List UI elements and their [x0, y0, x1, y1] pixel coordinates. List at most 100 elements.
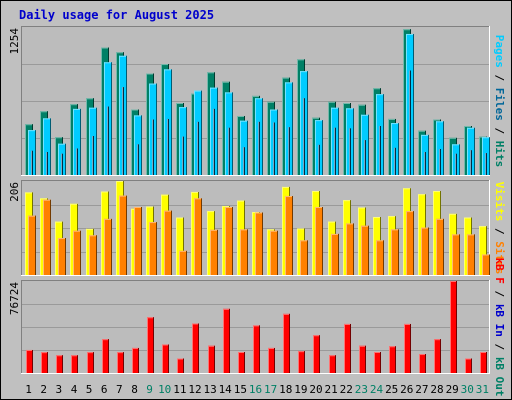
day-label: 15: [234, 383, 247, 396]
day-label: 30: [461, 383, 474, 396]
legend-item: Visits: [493, 182, 506, 222]
bar-files-day-3: [61, 153, 63, 175]
bar-files-day-5: [92, 136, 94, 175]
bar-sites-day-6: [104, 218, 112, 275]
bar-files-day-8: [137, 144, 139, 175]
bar-files-day-27: [424, 151, 426, 175]
bar-kbf-day-10: [162, 344, 169, 373]
day-label: 8: [131, 383, 138, 396]
panel-kb: 76724 kB F / kB In / kB Out: [8, 257, 506, 396]
legend-item: Files: [493, 88, 506, 121]
bar-kbf-day-9: [147, 317, 154, 373]
legend-item: kB Out: [493, 357, 506, 397]
panel-hits-legend: Pages / Files / Hits: [493, 35, 506, 168]
bar-sites-day-23: [361, 225, 369, 275]
legend-item: Pages: [493, 35, 506, 68]
bar-sites-day-31: [482, 254, 490, 275]
day-label: 26: [400, 383, 413, 396]
panel-visits-legend: Visits / Sites: [493, 182, 506, 275]
panel-hits-max-label: 1254: [8, 28, 21, 55]
day-label: 20: [309, 383, 322, 396]
bar-files-day-19: [303, 98, 305, 175]
bar-kbf-day-11: [177, 358, 184, 373]
bar-kbf-day-15: [238, 352, 245, 373]
bar-files-day-10: [167, 118, 169, 175]
panel-visits-max-label: 206: [8, 182, 21, 202]
bar-sites-day-19: [300, 240, 308, 275]
bar-files-day-26: [409, 70, 411, 175]
legend-item: /: [493, 284, 506, 304]
legend-item: /: [493, 68, 506, 88]
bar-sites-day-25: [391, 229, 399, 275]
day-label: 7: [116, 383, 123, 396]
bar-sites-day-20: [315, 207, 323, 275]
bar-kbf-day-16: [253, 325, 260, 373]
day-label: 23: [355, 383, 368, 396]
panel-hits-bars: [25, 29, 490, 176]
bar-pages-day-2: [43, 118, 51, 175]
legend-item: kB In: [493, 304, 506, 337]
legend-item: kB F: [493, 257, 506, 284]
bar-sites-day-12: [194, 198, 202, 275]
bar-kbf-day-19: [298, 351, 305, 373]
day-label: 29: [446, 383, 459, 396]
bar-sites-day-3: [58, 238, 66, 275]
day-label: 19: [294, 383, 307, 396]
panel-visits: 206 Visits / Sites: [8, 180, 506, 276]
bar-kbf-day-28: [434, 339, 441, 373]
bar-sites-day-10: [164, 210, 172, 275]
legend-item: Sites: [493, 241, 506, 274]
day-label: 27: [415, 383, 428, 396]
bar-sites-day-21: [331, 233, 339, 275]
bar-sites-day-1: [28, 215, 36, 275]
bar-files-day-1: [31, 150, 33, 175]
legend-item: Hits: [493, 141, 506, 168]
bar-sites-day-13: [210, 229, 218, 275]
bar-sites-day-11: [179, 250, 187, 275]
bar-files-day-14: [228, 127, 230, 175]
panel-hits: 1254 Pages / Files / Hits: [8, 26, 506, 176]
bar-kbf-day-24: [374, 352, 381, 373]
bar-sites-day-26: [406, 211, 414, 275]
bar-sites-day-30: [467, 234, 475, 275]
day-label: 22: [340, 383, 353, 396]
day-label: 25: [385, 383, 398, 396]
bar-files-day-31: [485, 153, 487, 175]
bar-files-day-15: [243, 147, 245, 175]
bar-files-day-18: [288, 127, 290, 175]
bar-sites-day-4: [73, 230, 81, 275]
bar-sites-day-8: [134, 207, 142, 275]
bar-kbf-day-25: [389, 346, 396, 373]
bar-sites-day-28: [436, 218, 444, 275]
bar-files-day-23: [364, 140, 366, 175]
bar-sites-day-22: [346, 223, 354, 275]
bar-files-day-2: [46, 151, 48, 175]
bar-files-day-17: [273, 122, 275, 175]
bar-kbf-day-18: [283, 313, 290, 373]
bar-sites-day-24: [376, 240, 384, 275]
bar-kbf-day-7: [117, 352, 124, 373]
bar-kbf-day-23: [359, 345, 366, 373]
day-label: 21: [324, 383, 337, 396]
panel-visits-bars: [25, 181, 490, 275]
bar-sites-day-27: [421, 227, 429, 275]
legend-item: /: [493, 121, 506, 141]
day-label: 5: [86, 383, 93, 396]
bar-files-day-11: [182, 136, 184, 175]
day-label: 12: [188, 383, 201, 396]
bar-files-day-4: [76, 148, 78, 175]
bar-sites-day-16: [255, 212, 263, 275]
bar-files-day-9: [152, 119, 154, 175]
bar-kbf-day-27: [419, 354, 426, 373]
legend-item: /: [493, 337, 506, 357]
day-label: 24: [370, 383, 384, 396]
day-label: 6: [101, 383, 108, 396]
bar-kbf-day-22: [344, 323, 351, 373]
bar-sites-day-14: [225, 207, 233, 275]
bar-files-day-28: [439, 149, 441, 175]
bar-pages-day-4: [73, 108, 81, 175]
bar-files-day-13: [213, 108, 215, 175]
panel-kb-max-label: 76724: [8, 282, 21, 315]
